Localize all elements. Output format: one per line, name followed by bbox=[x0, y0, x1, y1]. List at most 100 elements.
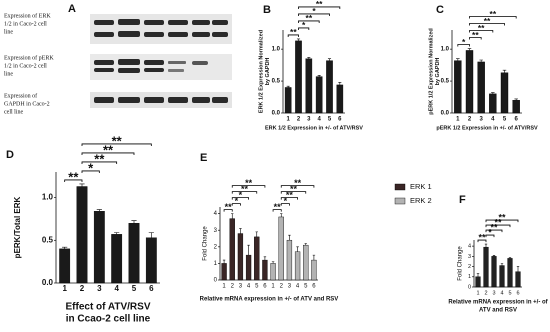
significance-label: ** bbox=[94, 151, 105, 166]
bar bbox=[477, 61, 485, 114]
y-tick-label: 0 bbox=[468, 284, 471, 290]
significance-label: ** bbox=[241, 184, 249, 194]
bar bbox=[76, 186, 88, 284]
y-tick-label: 3 bbox=[214, 228, 218, 234]
significance-label: ** bbox=[478, 23, 485, 33]
significance-label: * bbox=[312, 6, 316, 16]
significance-bracket bbox=[485, 234, 495, 238]
x-tick-label: 3 bbox=[479, 117, 483, 123]
y-tick-label: 1.0 bbox=[272, 47, 281, 53]
bar bbox=[311, 259, 317, 281]
bar bbox=[284, 87, 292, 114]
significance-label: ** bbox=[294, 178, 302, 188]
significance-label: * bbox=[462, 37, 466, 47]
blot-bands bbox=[94, 19, 228, 103]
significance-bracket bbox=[298, 20, 320, 23]
significance-label: ** bbox=[290, 27, 297, 37]
x-tick-label: 5 bbox=[255, 284, 259, 290]
x-tick-label: 3 bbox=[97, 284, 102, 293]
x-tick-label: 5 bbox=[132, 284, 137, 293]
bar bbox=[483, 246, 489, 288]
significance-label: ** bbox=[494, 217, 502, 227]
significance-bracket bbox=[287, 34, 299, 37]
significance-label: ** bbox=[472, 30, 479, 40]
y-tick-label: 0 bbox=[214, 278, 218, 284]
x-tick-label: 2 bbox=[297, 117, 301, 123]
bar bbox=[512, 100, 520, 114]
y-tick-label: 1.0 bbox=[441, 47, 450, 53]
blot-row-label: line bbox=[4, 71, 13, 77]
significance-bracket bbox=[231, 197, 249, 200]
significance-label: ** bbox=[484, 16, 491, 26]
y-tick-label: 2 bbox=[214, 244, 218, 250]
panel-letter: D bbox=[6, 149, 14, 161]
x-tick-label: 1 bbox=[476, 290, 479, 296]
significance-label: ** bbox=[112, 133, 123, 148]
bar bbox=[254, 236, 260, 281]
y-tick-label: 1.0 bbox=[42, 193, 54, 202]
significance-bracket bbox=[485, 219, 519, 223]
significance-bracket bbox=[81, 170, 100, 173]
error-bar bbox=[96, 209, 102, 212]
bar bbox=[465, 50, 474, 114]
significance-bracket bbox=[81, 143, 152, 146]
x-tick-label: 6 bbox=[338, 117, 342, 123]
y-axis-label: by GAPDH bbox=[265, 58, 271, 86]
bar bbox=[111, 234, 123, 284]
x-tick-label: 5 bbox=[503, 117, 507, 123]
significance-label: * bbox=[88, 160, 94, 175]
x-tick-label: 4 bbox=[491, 117, 495, 123]
significance-bracket bbox=[231, 185, 266, 188]
legend-label: ERK 1 bbox=[410, 182, 432, 191]
error-bar bbox=[338, 82, 342, 85]
significance-bracket bbox=[469, 23, 505, 26]
panel-letter: F bbox=[459, 194, 466, 206]
y-axis-label: by GAPDH bbox=[435, 58, 441, 86]
significance-label: ** bbox=[490, 222, 498, 232]
significance-label: * bbox=[302, 20, 306, 30]
blot-row-label: 1/2 in Caco-2 cell bbox=[4, 21, 47, 27]
x-tick-label: 3 bbox=[288, 284, 292, 290]
error-bar bbox=[280, 213, 283, 217]
error-bar bbox=[516, 266, 520, 272]
error-bar bbox=[296, 246, 299, 252]
significance-label: * bbox=[239, 190, 243, 200]
x-tick-label: 6 bbox=[312, 284, 316, 290]
x-tick-label: 1 bbox=[271, 284, 275, 290]
error-bar bbox=[467, 48, 472, 51]
significance-bracket bbox=[298, 6, 341, 9]
y-tick-label: 0.0 bbox=[42, 278, 54, 287]
x-tick-label: 5 bbox=[508, 290, 511, 296]
bar bbox=[270, 263, 276, 281]
blot-row-label: GAPDH in Caco-2 bbox=[4, 101, 50, 107]
error-bar bbox=[255, 231, 258, 237]
blot-strip bbox=[90, 14, 232, 44]
x-tick-label: 1 bbox=[456, 117, 460, 123]
y-tick-label: 0.0 bbox=[272, 111, 281, 117]
error-bar bbox=[502, 69, 507, 73]
bar bbox=[491, 256, 497, 288]
error-bar bbox=[484, 243, 488, 248]
error-bar bbox=[304, 243, 307, 246]
x-tick-label: 5 bbox=[304, 284, 308, 290]
error-bar bbox=[508, 257, 512, 259]
chart-panel: B 0.0 0.5 1.0 1 2 3 4 5 6 ERK 1/2 Expression Norma… bbox=[258, 0, 363, 131]
legend-swatch bbox=[394, 183, 406, 191]
x-tick-label: 2 bbox=[80, 284, 85, 293]
blot-row-label: Expression of bbox=[4, 92, 37, 99]
significance-bracket bbox=[280, 197, 298, 200]
bar bbox=[145, 237, 157, 284]
significance-label: ** bbox=[306, 13, 313, 23]
error-bar bbox=[317, 75, 321, 77]
y-tick-label: 2 bbox=[468, 264, 471, 270]
significance-label: ** bbox=[225, 202, 233, 212]
x-tick-label: 6 bbox=[516, 290, 519, 296]
significance-label: ** bbox=[498, 212, 506, 222]
error-bar bbox=[62, 246, 68, 249]
error-bar bbox=[231, 213, 234, 219]
blot-row-label: line bbox=[4, 29, 13, 35]
y-tick-label: 3 bbox=[468, 254, 471, 260]
blot-panel: A Expression of ERK 1/2 in Caco-2 cell l… bbox=[4, 3, 232, 115]
